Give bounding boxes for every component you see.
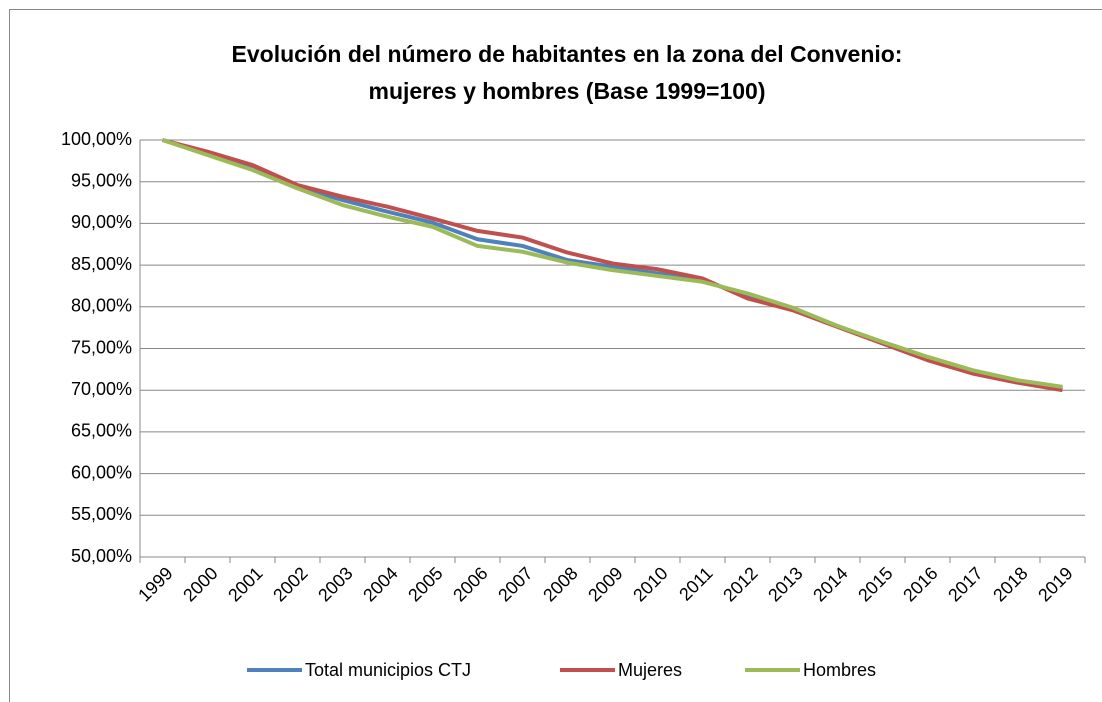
y-tick-label: 70,00% <box>71 379 132 399</box>
y-tick-label: 100,00% <box>61 129 132 149</box>
legend-label: Total municipios CTJ <box>305 660 471 680</box>
y-tick-label: 90,00% <box>71 212 132 232</box>
legend-label: Mujeres <box>618 660 682 680</box>
y-tick-label: 85,00% <box>71 254 132 274</box>
y-tick-label: 60,00% <box>71 462 132 482</box>
chart-title: Evolución del número de habitantes en la… <box>232 41 903 67</box>
legend-label: Hombres <box>803 660 876 680</box>
series-line <box>161 138 1063 389</box>
y-tick-label: 55,00% <box>71 504 132 524</box>
series-line <box>161 138 1063 393</box>
y-tick-label: 50,00% <box>71 546 132 566</box>
y-tick-label: 65,00% <box>71 421 132 441</box>
y-tick-label: 95,00% <box>71 170 132 190</box>
chart-title: mujeres y hombres (Base 1999=100) <box>369 78 766 104</box>
y-tick-label: 75,00% <box>71 337 132 357</box>
y-tick-label: 80,00% <box>71 296 132 316</box>
